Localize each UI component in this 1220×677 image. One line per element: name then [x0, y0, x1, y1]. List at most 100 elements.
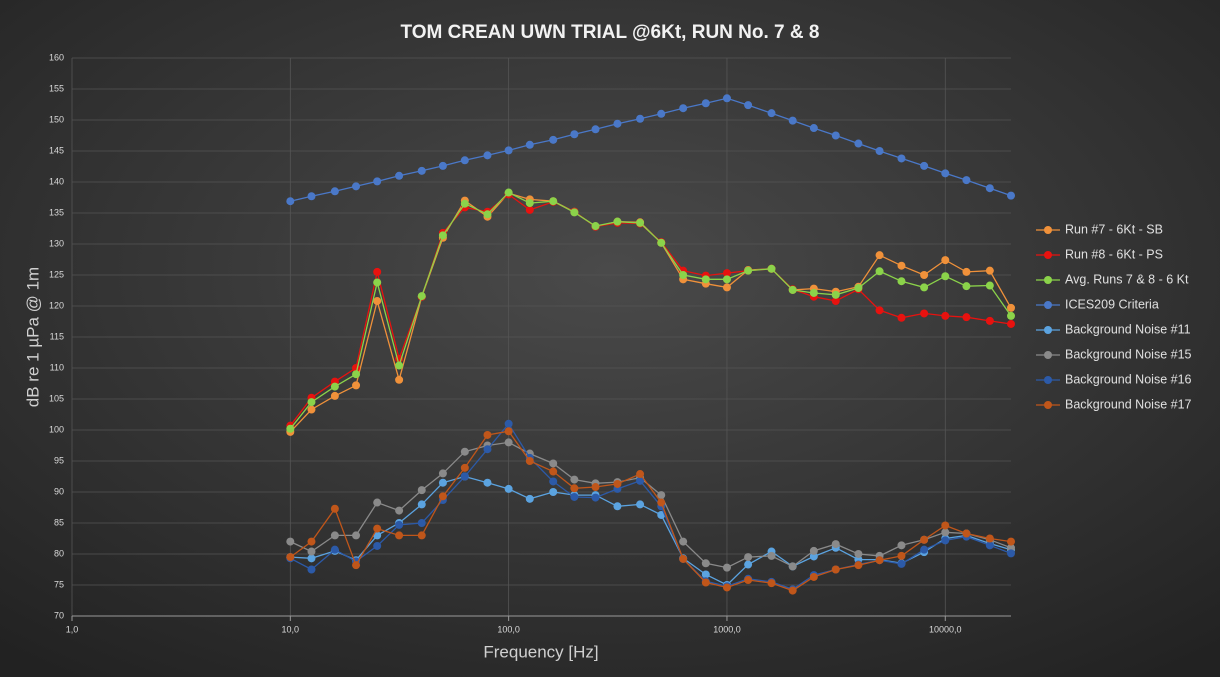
data-point: [286, 424, 295, 433]
series-line: [290, 97, 1012, 202]
data-point: [549, 197, 558, 206]
data-point: [591, 483, 600, 492]
data-point: [570, 130, 579, 139]
legend-marker: [1044, 301, 1052, 309]
data-point: [985, 281, 994, 290]
data-point: [373, 267, 382, 276]
data-point: [679, 271, 688, 279]
data-point: [483, 430, 492, 439]
legend-label: Run #8 - 6Kt - PS: [1065, 247, 1163, 261]
data-point: [809, 546, 818, 555]
y-tick-label: 85: [54, 517, 64, 527]
data-point: [395, 520, 404, 529]
data-point: [1007, 543, 1015, 552]
data-point: [286, 197, 295, 206]
data-point: [636, 476, 645, 485]
data-point: [525, 457, 534, 465]
data-point: [941, 256, 950, 265]
data-point: [809, 552, 818, 561]
legend-marker: [1044, 251, 1052, 259]
data-point: [417, 500, 426, 509]
series-line: [289, 430, 1012, 592]
data-point: [985, 316, 994, 325]
data-point: [767, 109, 776, 118]
data-point: [330, 545, 339, 554]
data-point: [722, 269, 731, 278]
legend-label: Run #7 - 6Kt - SB: [1065, 222, 1163, 236]
legend-marker: [1044, 276, 1052, 284]
y-tick-label: 90: [54, 486, 64, 496]
data-point: [352, 381, 361, 390]
data-point: [744, 553, 753, 562]
data-point: [657, 491, 666, 500]
data-point: [657, 238, 666, 247]
y-axis-title: dB re 1 µPa @ 1m: [23, 267, 42, 407]
data-point: [809, 572, 818, 581]
legend-marker: [1044, 351, 1052, 359]
data-point: [483, 478, 492, 487]
data-point: [941, 536, 950, 545]
data-point: [570, 475, 579, 484]
data-point: [525, 199, 534, 208]
data-point: [897, 261, 906, 270]
data-point: [460, 447, 469, 456]
data-point: [549, 488, 558, 496]
data-point: [373, 297, 382, 306]
data-point: [307, 398, 316, 407]
data-point: [831, 290, 840, 299]
y-tick-label: 130: [49, 238, 64, 248]
data-point: [286, 537, 295, 546]
data-point: [701, 275, 710, 284]
data-point: [417, 292, 426, 301]
data-point: [767, 264, 776, 273]
legend-marker: [1044, 401, 1052, 409]
legend-label: Avg. Runs 7 & 8 - 6 Kt: [1065, 272, 1189, 286]
data-point: [1007, 311, 1015, 320]
x-tick-label: 10,0: [282, 624, 300, 634]
data-point: [307, 192, 316, 201]
y-tick-label: 140: [49, 176, 64, 186]
data-point: [330, 391, 339, 400]
data-point: [941, 169, 950, 178]
data-point: [875, 556, 884, 565]
data-point: [722, 583, 731, 592]
data-point: [373, 531, 382, 540]
data-point: [831, 540, 840, 549]
data-point: [460, 472, 469, 481]
data-point: [1007, 303, 1015, 312]
data-point: [613, 217, 622, 226]
data-point: [897, 277, 906, 286]
data-point: [875, 306, 884, 315]
data-point: [962, 267, 971, 276]
data-point: [352, 531, 361, 540]
data-point: [831, 131, 840, 140]
data-point: [395, 361, 404, 370]
data-point: [701, 99, 710, 108]
data-point: [460, 199, 469, 208]
data-point: [549, 135, 558, 144]
data-point: [417, 166, 426, 175]
data-point: [722, 275, 731, 284]
data-point: [395, 375, 404, 384]
data-point: [307, 405, 316, 414]
legend-marker: [1044, 326, 1052, 334]
x-tick-label: 10000,0: [929, 624, 962, 634]
data-point: [395, 171, 404, 180]
data-point: [483, 445, 492, 454]
data-point: [701, 578, 710, 587]
data-point: [701, 570, 710, 579]
data-point: [613, 479, 622, 488]
data-point: [1007, 191, 1015, 200]
data-point: [1007, 537, 1015, 546]
data-point: [744, 101, 753, 110]
data-point: [636, 470, 645, 479]
data-point: [962, 282, 971, 291]
data-point: [591, 125, 600, 134]
data-point: [636, 114, 645, 123]
data-point: [483, 151, 492, 160]
data-point: [286, 553, 295, 562]
x-axis-title: Frequency [Hz]: [483, 642, 598, 661]
data-point: [788, 586, 797, 595]
data-point: [920, 271, 929, 279]
